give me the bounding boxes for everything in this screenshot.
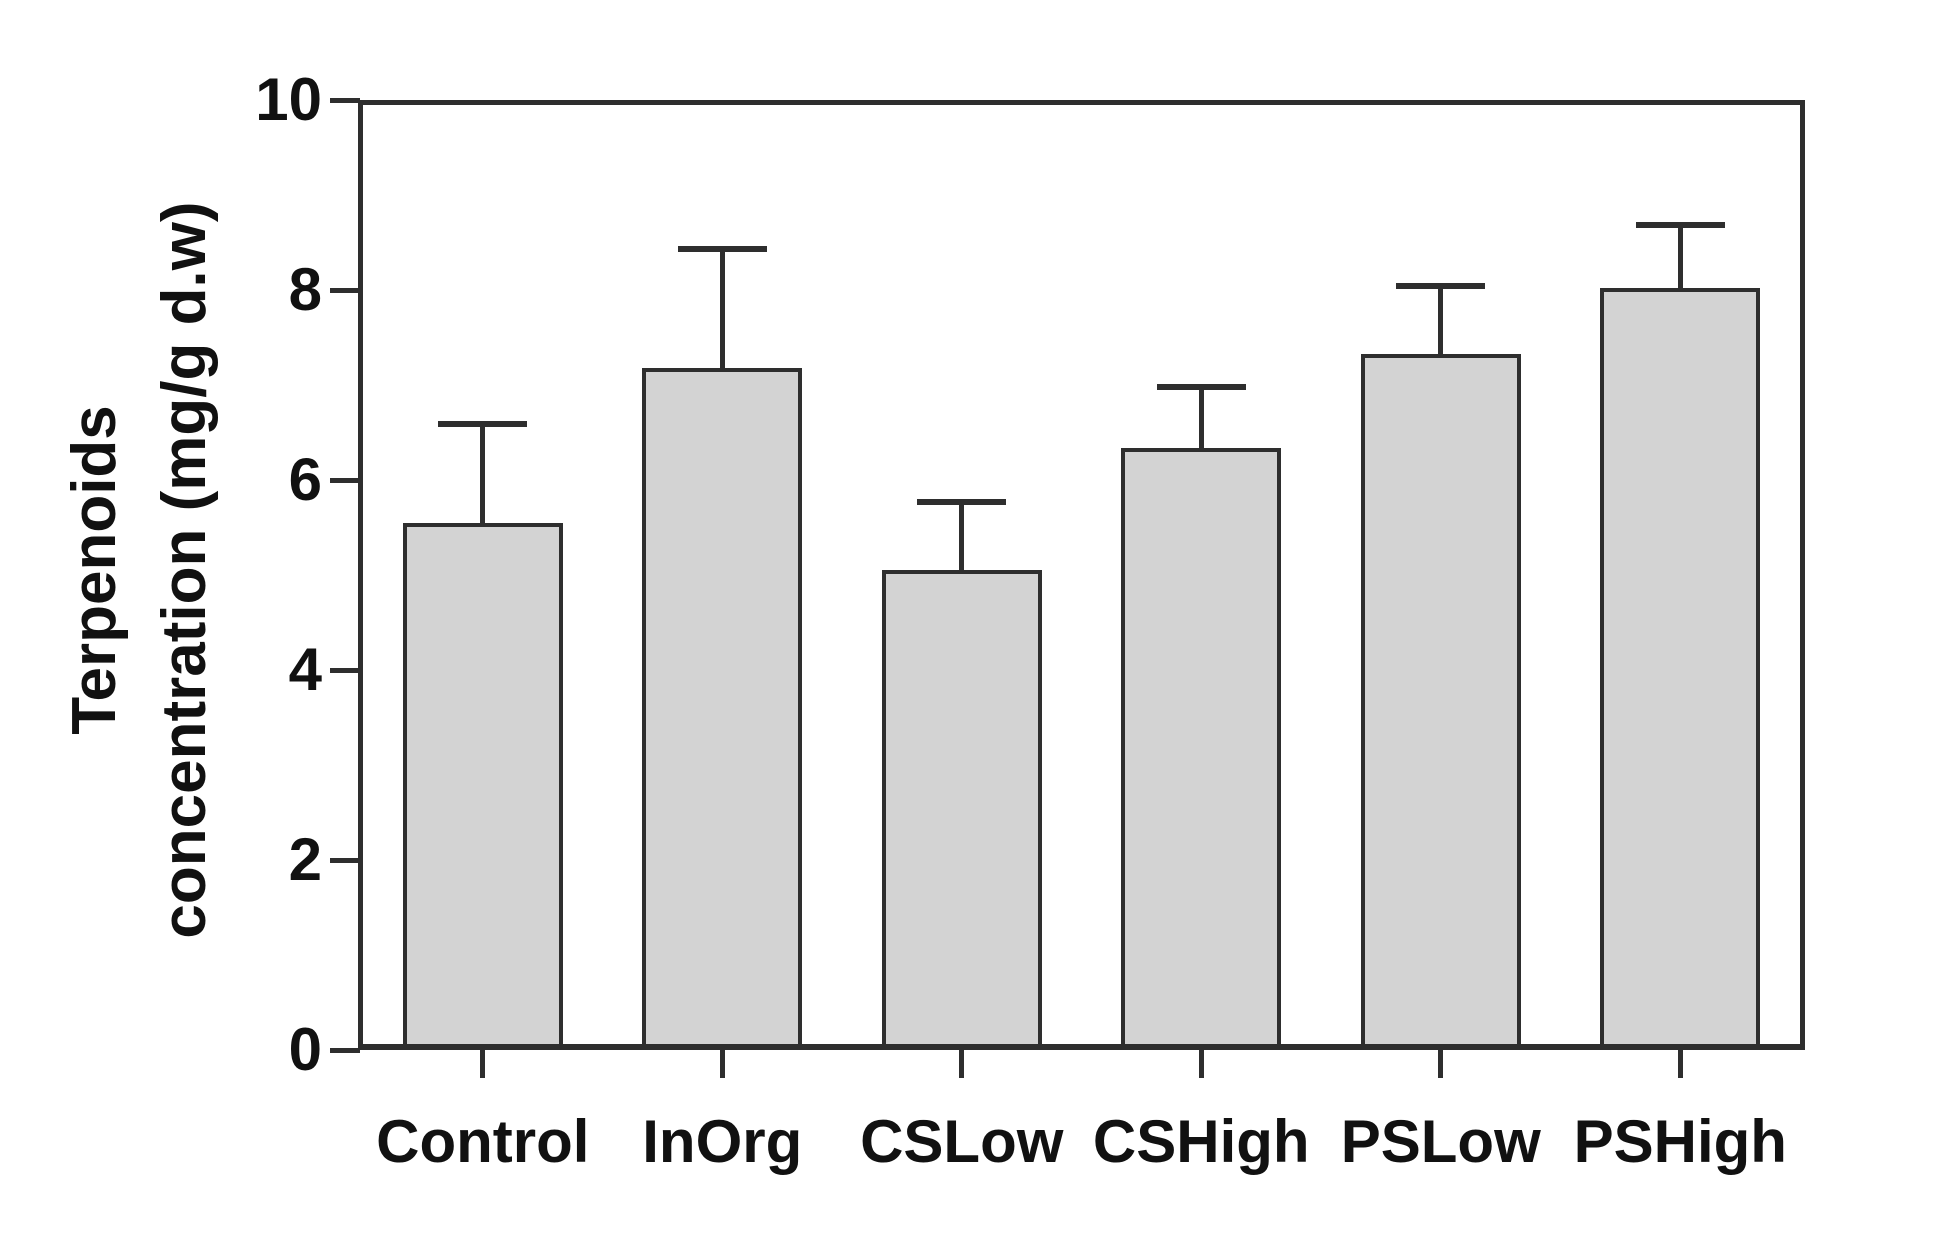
y-axis-tick-mark-0 [330, 1047, 360, 1053]
x-axis-tick-mark-pslow [1438, 1050, 1444, 1078]
error-bar-cap-pshigh [1635, 222, 1725, 229]
bar-slot-cslow [842, 105, 1082, 1044]
bar-control [402, 522, 563, 1044]
bar-cslow [881, 569, 1042, 1044]
y-axis-tick-label-8: 8 [288, 256, 322, 323]
y-axis-tick-label-6: 6 [288, 446, 322, 513]
error-bar-stem-cslow [959, 499, 965, 570]
y-axis-tick-label-4: 4 [288, 636, 322, 703]
bar-pslow [1360, 353, 1521, 1044]
error-bar-stem-control [480, 421, 486, 523]
error-bar-stem-pshigh [1677, 222, 1683, 289]
y-axis-tick-mark-2 [330, 857, 360, 863]
y-axis-title-line1: Terpenoids [60, 405, 129, 735]
y-axis-tick-mark-6 [330, 477, 360, 483]
x-category-label-cslow: CSLow [860, 1108, 1064, 1175]
x-axis-tick-mark-cshigh [1198, 1050, 1204, 1078]
bar-slot-inorg [603, 105, 843, 1044]
x-category-label-pslow: PSLow [1340, 1108, 1541, 1175]
bar-inorg [642, 367, 803, 1044]
error-bar-stem-pslow [1438, 283, 1444, 354]
y-axis-tick-mark-10 [330, 97, 360, 103]
error-bar-cap-pslow [1396, 283, 1486, 290]
x-category-label-inorg: InOrg [642, 1108, 803, 1175]
y-axis-tick-label-10: 10 [255, 66, 322, 133]
x-axis-tick-mark-inorg [719, 1050, 725, 1078]
bar-slot-pshigh [1561, 105, 1801, 1044]
x-axis-tick-mark-cslow [959, 1050, 965, 1078]
x-axis-tick-mark-control [480, 1050, 486, 1078]
x-axis-tick-mark-pshigh [1677, 1050, 1683, 1078]
x-category-label-cshigh: CSHigh [1092, 1108, 1310, 1175]
y-axis-tick-mark-8 [330, 287, 360, 293]
bar-pshigh [1600, 288, 1761, 1044]
y-axis-tick-label-2: 2 [288, 826, 322, 893]
y-axis-tick-label-0: 0 [288, 1016, 322, 1083]
y-axis-tick-mark-4 [330, 667, 360, 673]
bar-slot-cshigh [1082, 105, 1322, 1044]
bar-cshigh [1121, 447, 1282, 1044]
x-category-label-control: Control [376, 1108, 590, 1175]
error-bar-cap-cslow [917, 499, 1007, 506]
error-bar-cap-inorg [677, 245, 767, 252]
y-axis-title-line2: concentration (mg/g d.w) [150, 201, 219, 939]
error-bar-cap-cshigh [1156, 383, 1246, 390]
error-bar-stem-inorg [719, 245, 725, 368]
error-bar-stem-cshigh [1198, 383, 1204, 448]
y-axis-title: Terpenoids concentration (mg/g d.w) [50, 65, 230, 1075]
error-bar-cap-control [438, 421, 528, 428]
bar-slot-pslow [1321, 105, 1561, 1044]
plot-area [358, 100, 1805, 1050]
bar-slot-control [363, 105, 603, 1044]
x-category-label-pshigh: PSHigh [1573, 1108, 1787, 1175]
